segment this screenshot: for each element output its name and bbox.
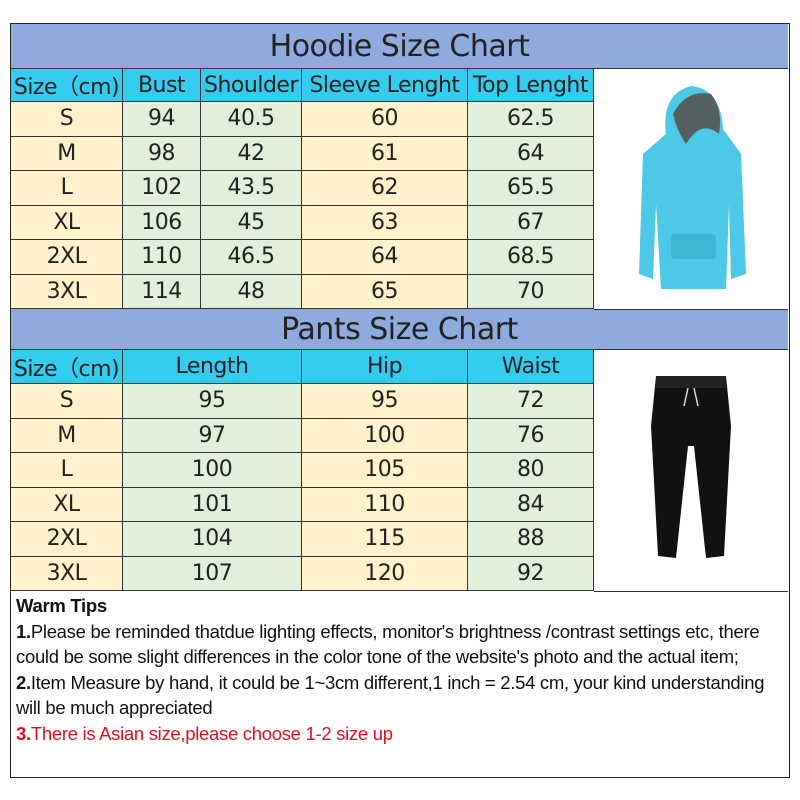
hoodie-cell: 65 [302,274,468,309]
hoodie-cell: 64 [302,240,468,275]
hoodie-cell: 61 [302,136,468,171]
pants-header: Length [123,350,302,384]
pants-header: Hip [302,350,468,384]
hoodie-header: Bust [123,69,201,102]
hoodie-cell: 114 [123,274,201,309]
hoodie-cell: 3XL [11,274,123,309]
hoodie-cell: XL [11,205,123,240]
hoodie-cell: 48 [201,274,302,309]
hoodie-header: Shoulder [201,69,302,102]
pants-cell: 110 [302,487,468,522]
hoodie-cell: 42 [201,136,302,171]
hoodie-cell: 62 [302,171,468,206]
hoodie-cell: 68.5 [468,240,594,275]
hoodie-cell: S [11,102,123,137]
pants-cell: 76 [468,418,594,453]
hoodie-cell: 94 [123,102,201,137]
pants-cell: 95 [123,384,302,419]
pants-cell: 80 [468,453,594,488]
hoodie-header: Size（cm) [11,69,123,102]
pants-cell: L [11,453,123,488]
pants-cell: M [11,418,123,453]
hoodie-cell: 102 [123,171,201,206]
pants-header: Waist [468,350,594,384]
hoodie-cell: 40.5 [201,102,302,137]
hoodie-cell: 106 [123,205,201,240]
pants-cell: S [11,384,123,419]
pants-cell: 95 [302,384,468,419]
pants-cell: 2XL [11,522,123,557]
hoodie-cell: 60 [302,102,468,137]
pants-image [594,350,788,592]
hoodie-cell: 63 [302,205,468,240]
pants-cell: 115 [302,522,468,557]
pants-cell: 97 [123,418,302,453]
size-chart: Warm Tips 1.Please be reminded thatdue l… [10,23,790,778]
hoodie-cell: 110 [123,240,201,275]
pants-cell: 100 [302,418,468,453]
hoodie-cell: 65.5 [468,171,594,206]
tip-1: 1.Please be reminded thatdue lighting ef… [16,620,760,668]
hoodie-cell: 67 [468,205,594,240]
tips-title: Warm Tips [16,595,107,616]
hoodie-image [594,69,788,310]
pants-cell: 3XL [11,556,123,591]
pants-cell: 100 [123,453,302,488]
hoodie-cell: 43.5 [201,171,302,206]
pants-cell: 104 [123,522,302,557]
pants-cell: 72 [468,384,594,419]
pants-cell: 92 [468,556,594,591]
hoodie-cell: L [11,171,123,206]
hoodie-cell: 45 [201,205,302,240]
hoodie-cell: 46.5 [201,240,302,275]
hoodie-cell: 98 [123,136,201,171]
hoodie-cell: 2XL [11,240,123,275]
hoodie-cell: M [11,136,123,171]
pants-title: Pants Size Chart [11,309,788,350]
warm-tips: Warm Tips 1.Please be reminded thatdue l… [11,591,788,748]
pants-cell: 101 [123,487,302,522]
pants-cell: 105 [302,453,468,488]
tip-3: 3.There is Asian size,please choose 1-2 … [16,722,393,744]
hoodie-header: Sleeve Lenght [302,69,468,102]
hoodie-title: Hoodie Size Chart [11,24,788,69]
tip-2: 2.Item Measure by hand, it could be 1~3c… [16,671,765,719]
pants-header: Size（cm) [11,350,123,384]
pants-cell: XL [11,487,123,522]
pants-cell: 84 [468,487,594,522]
hoodie-cell: 64 [468,136,594,171]
hoodie-cell: 62.5 [468,102,594,137]
pants-cell: 107 [123,556,302,591]
hoodie-header: Top Lenght [468,69,594,102]
hoodie-cell: 70 [468,274,594,309]
pants-cell: 88 [468,522,594,557]
pants-cell: 120 [302,556,468,591]
